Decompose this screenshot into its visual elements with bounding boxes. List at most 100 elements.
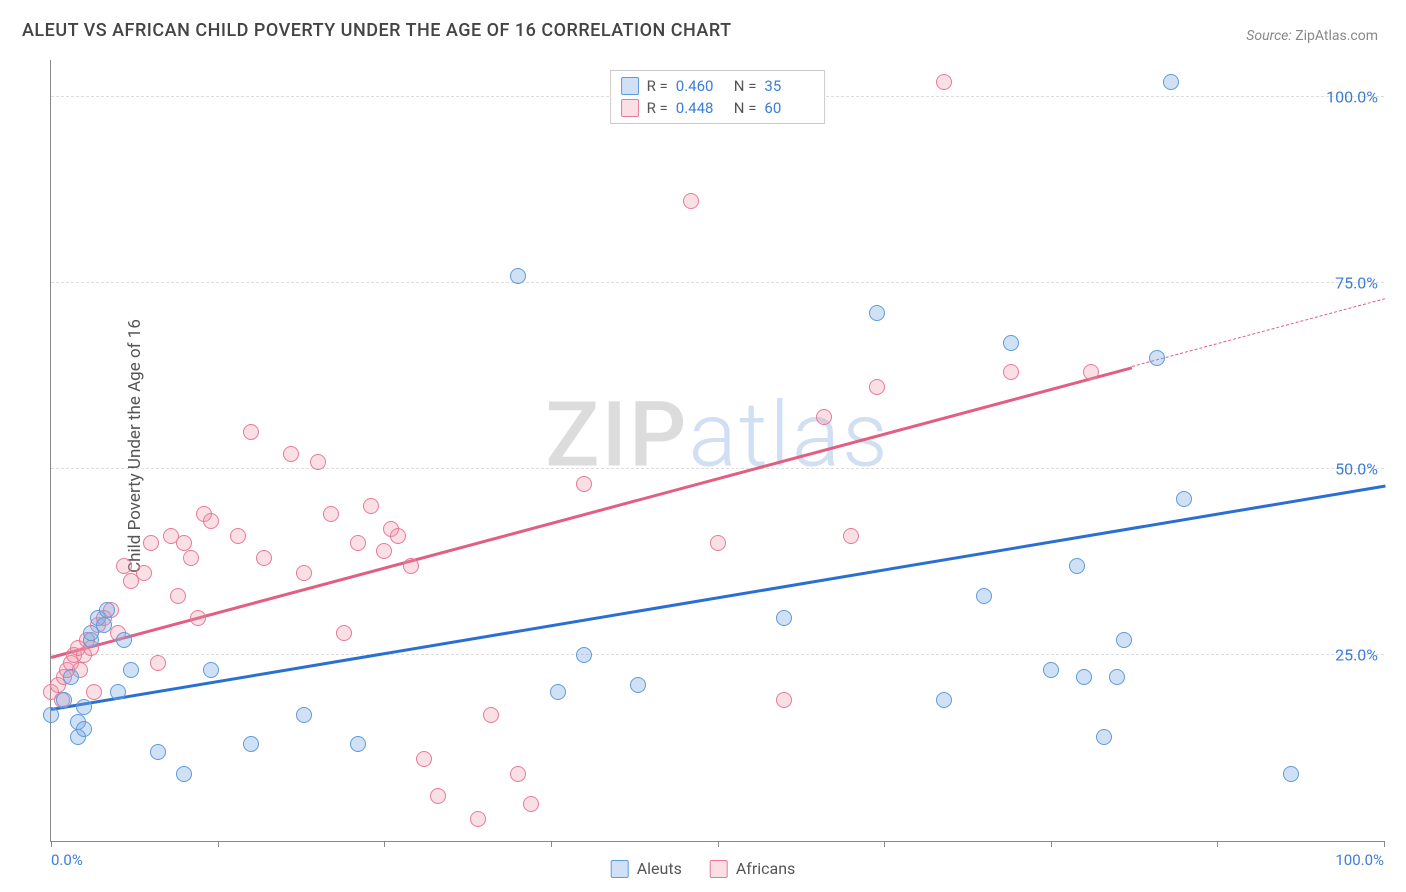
data-point-aleuts <box>550 684 566 700</box>
ytick-label: 50.0% <box>1335 460 1378 479</box>
data-point-africans <box>1003 364 1019 380</box>
data-point-africans <box>683 193 699 209</box>
data-point-africans <box>390 528 406 544</box>
data-point-africans <box>136 565 152 581</box>
trend-line <box>51 366 1132 658</box>
data-point-africans <box>190 610 206 626</box>
data-point-aleuts <box>510 268 526 284</box>
ytick-label: 100.0% <box>1326 88 1378 107</box>
n-value: 60 <box>764 99 814 117</box>
data-point-aleuts <box>99 602 115 618</box>
chart-plot-area: ZIPatlas R =0.460N =35R =0.448N =60 25.0… <box>50 60 1384 842</box>
series-legend: AleutsAfricans <box>611 859 796 878</box>
data-point-africans <box>363 498 379 514</box>
data-point-aleuts <box>1116 632 1132 648</box>
data-point-africans <box>1083 364 1099 380</box>
source-attribution: Source: ZipAtlas.com <box>1246 28 1378 44</box>
data-point-aleuts <box>1176 491 1192 507</box>
n-value: 35 <box>764 77 814 95</box>
correlation-legend: R =0.460N =35R =0.448N =60 <box>610 70 826 124</box>
data-point-aleuts <box>176 766 192 782</box>
data-point-aleuts <box>116 632 132 648</box>
legend-swatch <box>611 860 629 878</box>
data-point-aleuts <box>56 692 72 708</box>
data-point-aleuts <box>1043 662 1059 678</box>
data-point-aleuts <box>1163 74 1179 90</box>
xtick <box>1384 841 1385 847</box>
data-point-aleuts <box>43 707 59 723</box>
data-point-aleuts <box>1149 350 1165 366</box>
data-point-africans <box>283 446 299 462</box>
data-point-africans <box>170 588 186 604</box>
r-label: R = <box>647 99 668 117</box>
data-point-africans <box>576 476 592 492</box>
data-point-africans <box>710 535 726 551</box>
data-point-africans <box>150 655 166 671</box>
data-point-africans <box>323 506 339 522</box>
data-point-aleuts <box>869 305 885 321</box>
xtick <box>218 841 219 847</box>
data-point-africans <box>310 454 326 470</box>
legend-label: Aleuts <box>637 859 682 878</box>
data-point-africans <box>816 409 832 425</box>
gridline-h <box>51 282 1384 283</box>
legend-item-aleuts: Aleuts <box>611 859 682 878</box>
xtick-label: 0.0% <box>51 851 83 869</box>
chart-title: ALEUT VS AFRICAN CHILD POVERTY UNDER THE… <box>22 20 732 41</box>
watermark-zip: ZIP <box>545 382 688 487</box>
data-point-africans <box>776 692 792 708</box>
data-point-aleuts <box>76 699 92 715</box>
data-point-aleuts <box>150 744 166 760</box>
data-point-africans <box>230 528 246 544</box>
data-point-aleuts <box>1069 558 1085 574</box>
data-point-aleuts <box>203 662 219 678</box>
data-point-africans <box>416 751 432 767</box>
xtick <box>884 841 885 847</box>
data-point-aleuts <box>76 721 92 737</box>
watermark: ZIPatlas <box>545 382 890 487</box>
data-point-africans <box>403 558 419 574</box>
data-point-aleuts <box>976 588 992 604</box>
xtick <box>551 841 552 847</box>
data-point-africans <box>843 528 859 544</box>
data-point-africans <box>483 707 499 723</box>
gridline-h <box>51 654 1384 655</box>
data-point-aleuts <box>1283 766 1299 782</box>
data-point-aleuts <box>936 692 952 708</box>
source-name: ZipAtlas.com <box>1295 28 1378 44</box>
data-point-africans <box>296 565 312 581</box>
data-point-africans <box>376 543 392 559</box>
legend-swatch <box>621 77 639 95</box>
data-point-aleuts <box>63 669 79 685</box>
data-point-africans <box>936 74 952 90</box>
data-point-africans <box>336 625 352 641</box>
xtick <box>384 841 385 847</box>
data-point-africans <box>176 535 192 551</box>
data-point-africans <box>86 684 102 700</box>
source-label: Source: <box>1246 28 1291 44</box>
ytick-label: 25.0% <box>1335 646 1378 665</box>
n-label: N = <box>734 77 757 95</box>
legend-swatch <box>710 860 728 878</box>
legend-row-aleuts: R =0.460N =35 <box>621 75 815 97</box>
data-point-aleuts <box>350 736 366 752</box>
data-point-africans <box>143 535 159 551</box>
data-point-aleuts <box>576 647 592 663</box>
xtick <box>1217 841 1218 847</box>
data-point-aleuts <box>1076 669 1092 685</box>
data-point-aleuts <box>296 707 312 723</box>
r-value: 0.460 <box>676 77 726 95</box>
ytick-label: 75.0% <box>1335 274 1378 293</box>
data-point-africans <box>350 535 366 551</box>
legend-row-africans: R =0.448N =60 <box>621 97 815 119</box>
data-point-aleuts <box>96 617 112 633</box>
data-point-africans <box>869 379 885 395</box>
r-value: 0.448 <box>676 99 726 117</box>
data-point-aleuts <box>1003 335 1019 351</box>
data-point-aleuts <box>776 610 792 626</box>
data-point-africans <box>203 513 219 529</box>
data-point-aleuts <box>110 684 126 700</box>
legend-swatch <box>621 99 639 117</box>
data-point-aleuts <box>123 662 139 678</box>
trend-line <box>51 485 1385 711</box>
